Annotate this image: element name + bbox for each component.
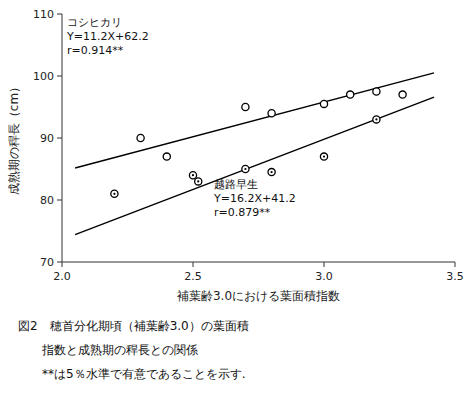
- x-tick: [455, 262, 456, 267]
- x-tick: [324, 262, 325, 267]
- y-tick-label: 100: [33, 70, 54, 83]
- y-tick: [57, 14, 62, 15]
- x-tick-label: 2.5: [184, 270, 202, 283]
- point-dot: [244, 168, 246, 170]
- point: [111, 190, 118, 197]
- x-tick-label: 2.0: [53, 270, 71, 283]
- y-axis-label: 成熟期の稈長（cm）: [7, 81, 21, 195]
- point: [399, 91, 406, 98]
- point-dot: [271, 171, 273, 173]
- point: [347, 91, 354, 98]
- point: [242, 103, 249, 110]
- point-dot: [113, 193, 115, 195]
- y-tick: [57, 200, 62, 201]
- point: [195, 178, 202, 185]
- caption: 図2 穂首分化期頃（補葉齢3.0）の葉面積: [18, 319, 249, 333]
- point: [242, 165, 249, 172]
- x-axis-label: 補葉齢3.0における葉面積指数: [177, 289, 340, 303]
- point-circle: [242, 165, 249, 172]
- y-tick: [57, 138, 62, 139]
- regression-line: [75, 97, 434, 235]
- point-circle: [111, 190, 118, 197]
- point-dot: [197, 180, 199, 182]
- point-circle: [373, 116, 380, 123]
- x-axis: [62, 262, 455, 263]
- point: [320, 153, 327, 160]
- plot-area: [75, 73, 434, 235]
- point: [163, 153, 170, 160]
- point: [373, 88, 380, 95]
- chart: 2.0 2.5 3.0 3.5 70 80 90 100 110 補葉齢3.0における葉面積指数 成…: [0, 0, 471, 418]
- y-tick-label: 70: [40, 256, 54, 269]
- point-circle: [189, 172, 196, 179]
- y-tick: [57, 76, 62, 77]
- point-dot: [323, 156, 325, 158]
- point: [189, 172, 196, 179]
- annotation: 越路早生: [214, 178, 258, 191]
- x-tick-label: 3.0: [315, 270, 333, 283]
- point: [137, 134, 144, 141]
- point-circle: [268, 169, 275, 176]
- y-tick: [57, 262, 62, 263]
- point-circle: [268, 110, 275, 117]
- point-circle: [320, 100, 327, 107]
- point-circle: [163, 153, 170, 160]
- point-circle: [399, 91, 406, 98]
- x-tick: [193, 262, 194, 267]
- caption: 指数と成熟期の稈長との関係: [18, 343, 198, 357]
- point-circle: [137, 134, 144, 141]
- point: [268, 169, 275, 176]
- x-tick-label: 3.5: [446, 270, 464, 283]
- point-circle: [373, 88, 380, 95]
- point-circle: [347, 91, 354, 98]
- annotation: コシヒカリ: [67, 16, 122, 29]
- x-tick: [62, 262, 63, 267]
- annotation: r=0.914**: [67, 44, 124, 57]
- annotation: Y=11.2X+62.2: [66, 30, 149, 43]
- caption: **は5％水準で有意であることを示す.: [18, 367, 245, 381]
- y-tick-label: 80: [40, 194, 54, 207]
- point-circle: [242, 103, 249, 110]
- point-dot: [192, 174, 194, 176]
- point-dot: [375, 118, 377, 120]
- point: [320, 100, 327, 107]
- annotation: Y=16.2X+41.2: [213, 192, 296, 205]
- annotation: r=0.879**: [214, 206, 271, 219]
- point: [373, 116, 380, 123]
- point: [268, 110, 275, 117]
- y-tick-label: 90: [40, 132, 54, 145]
- point-circle: [320, 153, 327, 160]
- regression-line: [75, 73, 434, 168]
- point-circle: [195, 178, 202, 185]
- y-tick-label: 110: [33, 8, 54, 21]
